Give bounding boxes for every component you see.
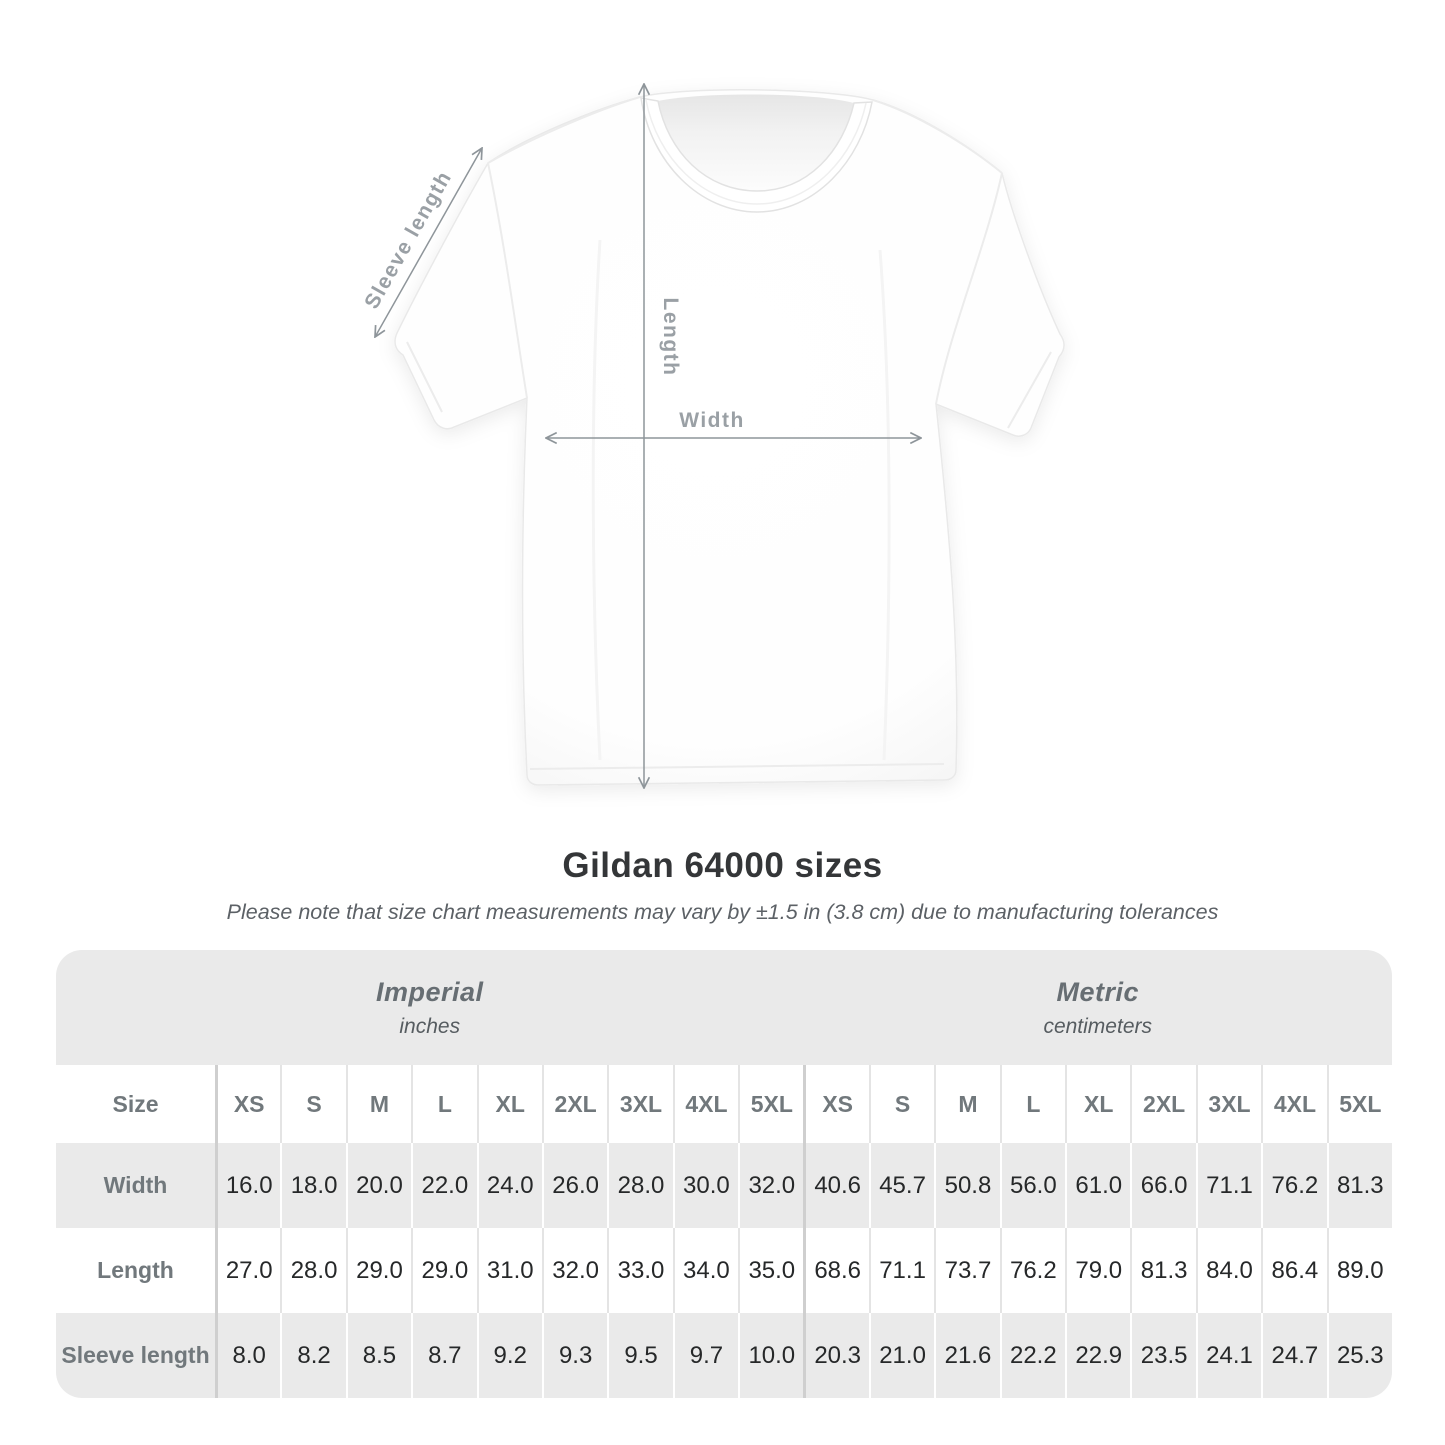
value-cell: 50.8 xyxy=(934,1143,1000,1228)
size-column-header: M xyxy=(934,1065,1000,1143)
size-column-header: 5XL xyxy=(738,1065,804,1143)
value-cell: 20.3 xyxy=(803,1313,869,1398)
measurement-arrows xyxy=(375,84,921,788)
value-cell: 8.5 xyxy=(345,1313,412,1398)
value-cell: 23.5 xyxy=(1130,1313,1196,1398)
size-column-header: 3XL xyxy=(1195,1065,1262,1143)
value-cell: 29.0 xyxy=(345,1228,411,1313)
size-column-header: XL xyxy=(1065,1065,1131,1143)
size-table: Imperial inches Metric centimeters Size X… xyxy=(56,950,1392,1398)
size-column-header: L xyxy=(999,1065,1066,1143)
value-cell: 22.9 xyxy=(1065,1313,1131,1398)
value-cell: 56.0 xyxy=(999,1143,1066,1228)
imperial-header-title: Imperial xyxy=(375,976,484,1007)
size-column-header: 3XL xyxy=(607,1065,673,1143)
value-cell: 86.4 xyxy=(1261,1228,1326,1313)
value-cell: 61.0 xyxy=(1065,1143,1131,1228)
value-cell: 24.0 xyxy=(476,1143,542,1228)
row-label: Width xyxy=(56,1143,215,1228)
size-column-header: 2XL xyxy=(541,1065,608,1143)
value-cell: 28.0 xyxy=(607,1143,673,1228)
value-cell: 27.0 xyxy=(215,1228,280,1313)
metric-header-title: Metric xyxy=(1056,976,1139,1007)
value-cell: 9.2 xyxy=(476,1313,542,1398)
size-column-header: S xyxy=(280,1065,346,1143)
value-cell: 21.6 xyxy=(934,1313,1000,1398)
value-cell: 76.2 xyxy=(999,1228,1065,1313)
tshirt-collar-opening xyxy=(658,94,854,191)
value-cell: 71.1 xyxy=(1195,1143,1262,1228)
row-label: Sleeve length xyxy=(56,1313,215,1398)
size-column-header: 2XL xyxy=(1130,1065,1196,1143)
value-cell: 9.5 xyxy=(607,1313,673,1398)
page-title: Gildan 64000 sizes xyxy=(562,846,883,885)
value-cell: 16.0 xyxy=(215,1143,281,1228)
value-cell: 21.0 xyxy=(868,1313,935,1398)
size-header-label: Size xyxy=(56,1065,215,1143)
value-cell: 22.2 xyxy=(999,1313,1066,1398)
value-cell: 22.0 xyxy=(411,1143,477,1228)
title-block: Gildan 64000 sizes Please note that size… xyxy=(0,846,1445,925)
value-cell: 32.0 xyxy=(541,1228,607,1313)
row-label: Length xyxy=(97,1257,174,1283)
value-cell: 32.0 xyxy=(738,1143,804,1228)
value-cell: 71.1 xyxy=(868,1228,934,1313)
value-cell: 79.0 xyxy=(1065,1228,1130,1313)
value-cell: 66.0 xyxy=(1130,1143,1196,1228)
value-cell: 30.0 xyxy=(672,1143,739,1228)
size-column-header: 5XL xyxy=(1326,1065,1392,1143)
tshirt-collar xyxy=(640,97,873,213)
value-cell: 20.0 xyxy=(345,1143,412,1228)
metric-header-unit: centimeters xyxy=(1043,1014,1152,1038)
size-column-header: 4XL xyxy=(1261,1065,1327,1143)
tshirt-collar-stitch xyxy=(645,99,867,205)
value-cell: 89.0 xyxy=(1326,1228,1392,1313)
imperial-header: Imperial inches xyxy=(56,950,804,1065)
value-cell: 45.7 xyxy=(868,1143,935,1228)
value-cell: 29.0 xyxy=(411,1228,476,1313)
value-cell: 8.7 xyxy=(411,1313,477,1398)
value-cell: 76.2 xyxy=(1261,1143,1327,1228)
value-cell: 8.2 xyxy=(280,1313,346,1398)
value-cell: 24.7 xyxy=(1261,1313,1327,1398)
size-column-header: 4XL xyxy=(672,1065,739,1143)
tolerance-note: Please note that size chart measurements… xyxy=(226,900,1219,924)
tshirt-seams xyxy=(406,96,1052,770)
value-cell: 33.0 xyxy=(607,1228,672,1313)
value-cell: 8.0 xyxy=(215,1313,281,1398)
value-cell: 35.0 xyxy=(738,1228,803,1313)
size-column-header: XS xyxy=(803,1065,869,1143)
value-cell: 84.0 xyxy=(1195,1228,1261,1313)
value-cell: 68.6 xyxy=(803,1228,868,1313)
width-label: Width xyxy=(679,409,745,432)
value-cell: 18.0 xyxy=(280,1143,346,1228)
value-cell: 24.1 xyxy=(1195,1313,1262,1398)
value-cell: 9.3 xyxy=(541,1313,608,1398)
sleeve-length-arrow xyxy=(375,148,482,337)
value-cell: 40.6 xyxy=(803,1143,869,1228)
value-cell: 73.7 xyxy=(934,1228,999,1313)
value-cell: 81.3 xyxy=(1130,1228,1195,1313)
value-cell: 9.7 xyxy=(672,1313,739,1398)
size-column-header: XS xyxy=(215,1065,281,1143)
value-cell: 81.3 xyxy=(1326,1143,1392,1228)
size-column-header: XL xyxy=(476,1065,542,1143)
tshirt-measurement-diagram: Sleeve length Length Width xyxy=(360,0,1065,845)
value-cell: 31.0 xyxy=(476,1228,542,1313)
value-cell: 34.0 xyxy=(672,1228,738,1313)
metric-header: Metric centimeters xyxy=(803,950,1392,1065)
imperial-header-unit: inches xyxy=(399,1014,461,1038)
size-column-header: M xyxy=(345,1065,412,1143)
value-cell: 25.3 xyxy=(1326,1313,1392,1398)
size-column-header: S xyxy=(868,1065,935,1143)
length-label: Length xyxy=(659,298,682,377)
size-column-header: L xyxy=(411,1065,477,1143)
value-cell: 26.0 xyxy=(541,1143,608,1228)
value-cell: 28.0 xyxy=(280,1228,345,1313)
value-cell: 10.0 xyxy=(738,1313,804,1398)
